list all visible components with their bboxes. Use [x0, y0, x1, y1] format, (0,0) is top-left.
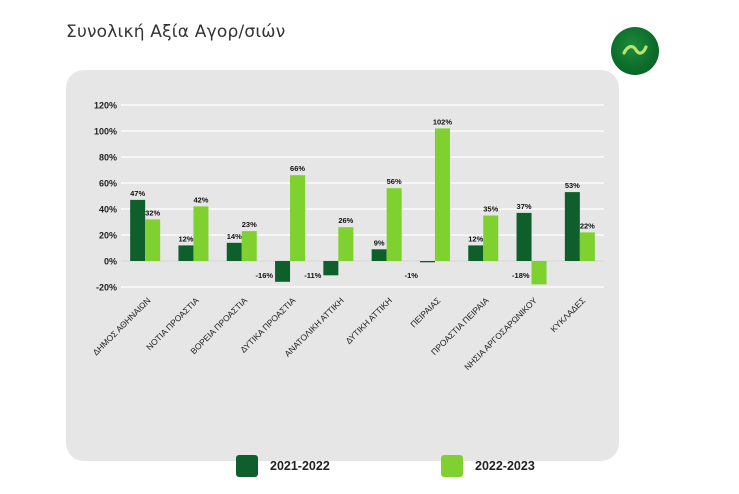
wave-logo-icon — [611, 27, 659, 75]
data-label: 32% — [145, 208, 160, 217]
x-tick-label: ΔΗΜΟΣ ΑΘΗΝΑΙΩΝ — [91, 295, 153, 357]
y-tick-label: 80% — [99, 153, 117, 163]
data-label: 12% — [468, 234, 483, 243]
data-label: 42% — [193, 195, 208, 204]
data-label: 47% — [130, 189, 145, 198]
y-tick-label: -20% — [96, 283, 117, 293]
bar — [579, 232, 595, 261]
bar — [178, 245, 194, 261]
legend-swatch-series-1 — [236, 455, 258, 477]
data-label: 37% — [517, 202, 532, 211]
data-label: 9% — [374, 238, 385, 247]
bar — [434, 128, 450, 261]
y-tick-label: 20% — [99, 231, 117, 241]
chart-card: -20% 0% 20% 40% 60% 80% 100% 120% 47% 32% ΔΗΜΟΣ ΑΘ… — [66, 70, 619, 477]
y-tick-label: 60% — [99, 179, 117, 189]
data-label: -16% — [256, 271, 274, 280]
bar — [386, 188, 402, 261]
bar — [564, 192, 580, 261]
legend-label-series-1: 2021-2022 — [270, 459, 330, 473]
bar — [226, 242, 242, 261]
data-label: 14% — [227, 232, 242, 241]
legend-item-series-1: 2021-2022 — [236, 455, 330, 477]
bar — [468, 245, 484, 261]
bar — [323, 261, 339, 276]
x-tick-label: ΚΥΚΛΑΔΕΣ — [548, 295, 587, 334]
data-label: 66% — [290, 164, 305, 173]
data-label: 53% — [565, 181, 580, 190]
data-label: 23% — [242, 220, 257, 229]
x-tick-label: ΠΕΙΡΑΙΑΣ — [408, 295, 442, 329]
y-tick-label: 120% — [94, 101, 117, 111]
bar-chart: -20% 0% 20% 40% 60% 80% 100% 120% 47% 32% ΔΗΜΟΣ ΑΘ… — [91, 101, 604, 372]
bar — [130, 199, 146, 261]
data-label: 35% — [483, 205, 498, 214]
data-label: 102% — [433, 117, 453, 126]
page-title: Συνολική Αξία Αγορ/σιών — [66, 22, 286, 42]
data-label: 12% — [178, 234, 193, 243]
y-tick-label: 40% — [99, 205, 117, 215]
bar — [241, 231, 257, 261]
bar — [193, 206, 209, 261]
data-label: 56% — [387, 177, 402, 186]
legend-label-series-2: 2022-2023 — [475, 459, 535, 473]
bar — [290, 175, 306, 261]
bar — [516, 212, 532, 261]
data-label: 26% — [338, 216, 353, 225]
data-label: 22% — [580, 221, 595, 230]
bar — [145, 219, 161, 261]
y-tick-label: 0% — [104, 257, 117, 267]
x-tick-label: ΔΥΤΙΚΗ ΑΤΤΙΚΗ — [343, 295, 394, 346]
bar — [483, 215, 499, 261]
y-tick-label: 100% — [94, 127, 117, 137]
bar — [371, 249, 387, 261]
legend-item-series-2: 2022-2023 — [441, 455, 535, 477]
bar — [275, 261, 291, 282]
bar — [419, 261, 435, 263]
data-label: -11% — [304, 271, 321, 280]
bar — [338, 227, 354, 261]
data-label: -1% — [405, 271, 419, 280]
bar — [531, 261, 547, 285]
data-label: -18% — [512, 271, 530, 280]
legend-swatch-series-2 — [441, 455, 463, 477]
